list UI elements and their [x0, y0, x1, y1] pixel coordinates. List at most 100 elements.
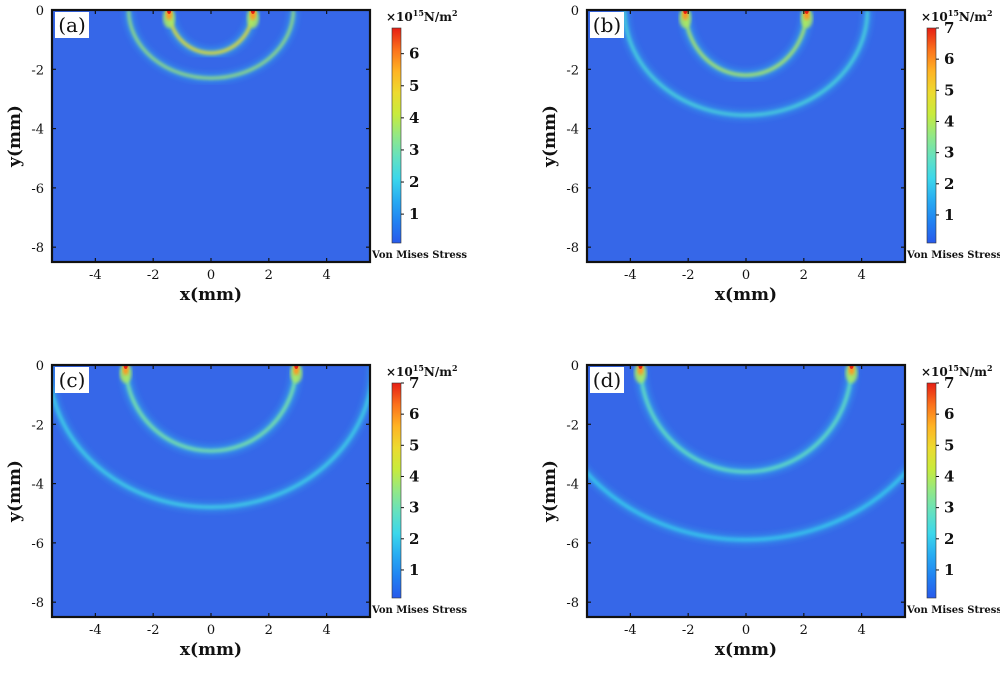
source-point	[290, 365, 303, 383]
panel-label: (c)	[55, 367, 89, 393]
x-tick-label: 2	[265, 268, 273, 283]
y-tick-label: -2	[31, 63, 44, 78]
x-axis-title: x(mm)	[180, 640, 242, 660]
y-tick-label: -6	[31, 537, 44, 552]
y-tick-label: -2	[566, 418, 579, 433]
colorbar-tick-label: 1	[944, 206, 954, 224]
stress-field	[587, 365, 905, 617]
chart-svg: -4 -2 0 2 4 0 -2 -4 -6 -8 x(mm) y(mm) (c) 1 2 3 4 5 6 7×101…	[5, 359, 467, 660]
stress-field	[52, 10, 370, 262]
colorbar-tick-label: 5	[944, 436, 954, 454]
wavefront-inner	[638, 365, 854, 474]
colorbar-tick-label: 2	[409, 173, 419, 191]
x-tick-label: 0	[207, 268, 215, 283]
colorbar-title: Von Mises Stress	[906, 605, 1000, 616]
y-tick-label: -4	[31, 123, 44, 138]
x-tick-label: -4	[89, 268, 102, 283]
colorbar-tick-label: 7	[944, 374, 954, 392]
x-tick-label: -4	[624, 623, 637, 638]
y-tick-label: -6	[566, 537, 579, 552]
y-axis-title: y(mm)	[5, 105, 25, 168]
colorbar-unit: ×1015N/m2	[386, 8, 458, 24]
colorbar-unit: ×1015N/m2	[921, 363, 993, 379]
wavefront-inner	[683, 10, 809, 77]
colorbar-title: Von Mises Stress	[371, 605, 467, 616]
colorbar-tick-label: 1	[409, 205, 419, 223]
x-tick-label: -4	[624, 268, 637, 283]
x-tick-label: 2	[800, 268, 808, 283]
colorbar-tick-label: 3	[409, 499, 419, 517]
y-axis-title: y(mm)	[5, 460, 25, 523]
wavefront-inner	[124, 365, 298, 453]
chart-svg: -4 -2 0 2 4 0 -2 -4 -6 -8 x(mm) y(mm) (d) 1 2 3 4 5 6 7×101…	[540, 359, 1000, 660]
x-tick-label: -2	[147, 268, 160, 283]
y-tick-label: 0	[36, 359, 44, 374]
source-point	[163, 10, 176, 28]
colorbar	[391, 27, 402, 244]
colorbar	[926, 382, 937, 599]
svg-text:(b): (b)	[593, 13, 621, 37]
x-tick-label: 0	[207, 623, 215, 638]
colorbar-tick-label: 5	[409, 436, 419, 454]
y-tick-label: -4	[31, 478, 44, 493]
wavefront-inner	[167, 10, 255, 55]
panel-label: (d)	[590, 367, 624, 393]
x-axis-title: x(mm)	[715, 640, 777, 660]
x-tick-label: -2	[682, 623, 695, 638]
colorbar-unit: ×1015N/m2	[921, 8, 993, 24]
x-tick-label: -4	[89, 623, 102, 638]
y-tick-label: -4	[566, 478, 579, 493]
x-tick-label: 4	[322, 268, 330, 283]
colorbar-tick-label: 1	[409, 561, 419, 579]
wavefront-outer	[127, 10, 295, 80]
chart-svg: -4 -2 0 2 4 0 -2 -4 -6 -8 x(mm) y(mm) (b) 1 2 3 4 5 6 7×101…	[540, 4, 1000, 305]
x-tick-label: 2	[800, 623, 808, 638]
y-tick-label: -2	[31, 418, 44, 433]
colorbar-title: Von Mises Stress	[371, 250, 467, 261]
colorbar-tick-label: 6	[409, 405, 419, 423]
colorbar-tick-label: 2	[944, 175, 954, 193]
y-tick-label: -8	[31, 241, 44, 256]
colorbar-tick-label: 7	[409, 374, 419, 392]
colorbar-tick-label: 4	[944, 467, 954, 485]
source-point	[679, 10, 692, 28]
x-axis-title: x(mm)	[180, 285, 242, 305]
wavefront-outer	[623, 10, 869, 117]
colorbar-tick-label: 4	[409, 109, 419, 127]
colorbar-tick-label: 3	[944, 499, 954, 517]
colorbar-tick-label: 2	[944, 530, 954, 548]
x-tick-label: -2	[147, 623, 160, 638]
y-axis-title: y(mm)	[540, 460, 560, 523]
svg-text:(c): (c)	[59, 368, 86, 392]
svg-text:(a): (a)	[58, 13, 86, 37]
y-tick-label: 0	[571, 359, 579, 374]
chart-svg: -4 -2 0 2 4 0 -2 -4 -6 -8 x(mm) y(mm) (a) 1 2 3 4 5 6 ×1015…	[5, 4, 467, 305]
x-tick-label: 2	[265, 623, 273, 638]
x-tick-label: 0	[742, 623, 750, 638]
colorbar-tick-label: 5	[944, 81, 954, 99]
colorbar-title: Von Mises Stress	[906, 250, 1000, 261]
y-tick-label: -2	[566, 63, 579, 78]
x-tick-label: 4	[857, 623, 865, 638]
panel-d: -4 -2 0 2 4 0 -2 -4 -6 -8 x(mm) y(mm) (d) 1 2 3 4 5 6 7 ×101…	[535, 355, 1000, 683]
y-tick-label: 0	[36, 4, 44, 19]
wavefront-outer	[52, 384, 370, 509]
svg-text:(d): (d)	[593, 368, 621, 392]
colorbar-tick-label: 1	[944, 561, 954, 579]
y-tick-label: 0	[571, 4, 579, 19]
colorbar-tick-label: 3	[409, 141, 419, 159]
wavefront-outer	[587, 470, 905, 541]
panel-c: -4 -2 0 2 4 0 -2 -4 -6 -8 x(mm) y(mm) (c) 1 2 3 4 5 6 7 ×101…	[0, 355, 500, 683]
panel-label: (b)	[590, 12, 624, 38]
y-axis-title: y(mm)	[540, 105, 560, 168]
colorbar-tick-label: 6	[944, 50, 954, 68]
y-tick-label: -8	[566, 241, 579, 256]
stress-field	[587, 10, 905, 262]
source-point	[845, 365, 858, 383]
panel-label: (a)	[55, 12, 89, 38]
x-tick-label: -2	[682, 268, 695, 283]
panel-b: -4 -2 0 2 4 0 -2 -4 -6 -8 x(mm) y(mm) (b) 1 2 3 4 5 6 7 ×101…	[535, 0, 1000, 328]
y-tick-label: -6	[566, 182, 579, 197]
colorbar-tick-label: 3	[944, 144, 954, 162]
stress-field	[52, 365, 370, 617]
